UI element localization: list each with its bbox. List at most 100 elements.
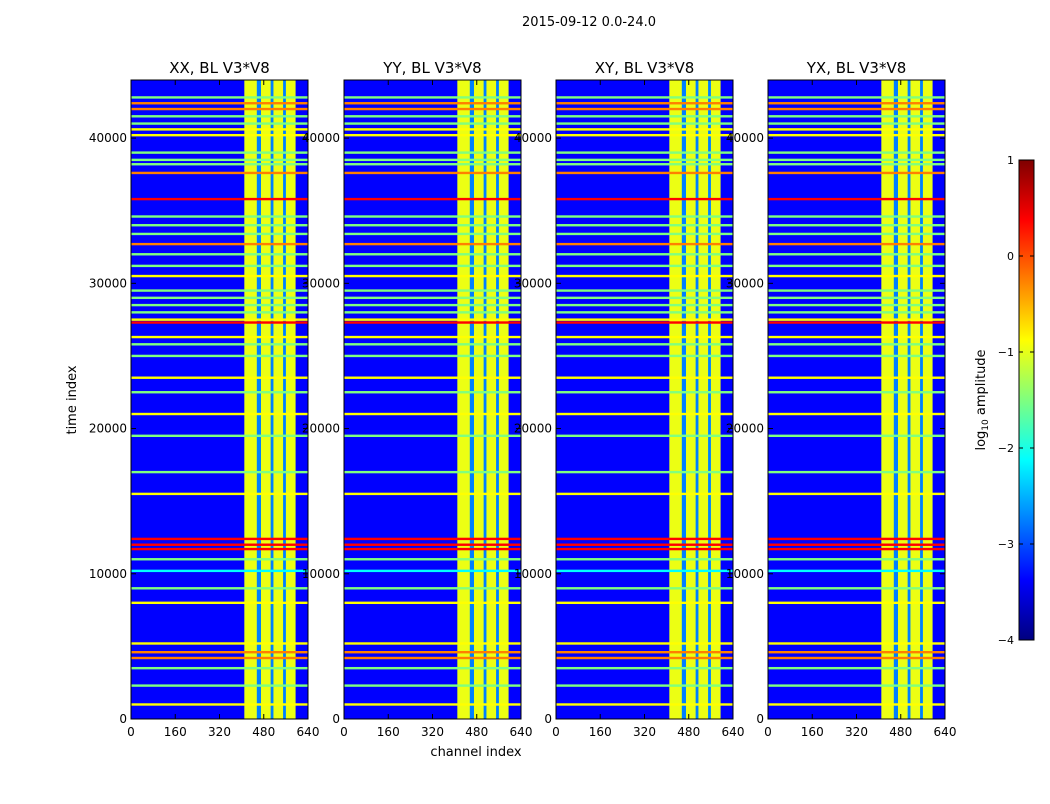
rfi-line	[556, 569, 733, 573]
x-tick-label: 320	[845, 725, 868, 739]
rfi-gap	[256, 80, 261, 719]
rfi-line	[344, 96, 521, 99]
rfi-line	[344, 650, 521, 654]
rfi-subband	[897, 80, 908, 719]
rfi-line	[556, 558, 733, 561]
rfi-line	[344, 215, 521, 218]
rfi-line	[131, 133, 308, 137]
x-tick-label: 320	[421, 725, 444, 739]
rfi-line	[556, 391, 733, 394]
rfi-line	[344, 107, 521, 111]
x-tick-label: 320	[208, 725, 231, 739]
rfi-line	[344, 547, 521, 551]
rfi-line	[768, 376, 945, 379]
rfi-gap	[708, 80, 711, 719]
rfi-gap	[920, 80, 923, 719]
x-tick-label: 640	[934, 725, 957, 739]
rfi-line	[556, 133, 733, 137]
colorbar-tick-label: −2	[998, 442, 1014, 455]
rfi-line	[344, 163, 521, 166]
rfi-line	[131, 197, 308, 201]
panel-title: YY, BL V3*V8	[382, 59, 481, 77]
rfi-line	[768, 318, 945, 321]
rfi-line	[131, 318, 308, 321]
rfi-line	[344, 343, 521, 346]
rfi-subband	[710, 80, 721, 719]
rfi-line	[556, 303, 733, 307]
rfi-line	[768, 335, 945, 339]
rfi-line	[556, 537, 733, 541]
rfi-line	[131, 601, 308, 605]
y-tick-label: 0	[332, 712, 340, 726]
rfi-line	[768, 642, 945, 645]
y-tick-label: 40000	[302, 131, 340, 145]
rfi-line	[131, 703, 308, 706]
rfi-line	[344, 122, 521, 125]
y-tick-label: 30000	[726, 276, 764, 290]
x-tick-label: 480	[889, 725, 912, 739]
rfi-line	[131, 303, 308, 307]
rfi-line	[768, 133, 945, 137]
x-tick-label: 0	[764, 725, 772, 739]
rfi-subband	[285, 80, 296, 719]
y-tick-label: 30000	[89, 276, 127, 290]
rfi-line	[768, 354, 945, 358]
x-tick-label: 640	[297, 725, 320, 739]
x-tick-label: 0	[127, 725, 135, 739]
rfi-line	[344, 412, 521, 416]
rfi-line	[768, 151, 945, 154]
rfi-line	[556, 703, 733, 706]
rfi-subband	[273, 80, 284, 719]
rfi-gap	[907, 80, 911, 719]
rfi-line	[556, 242, 733, 246]
rfi-line	[768, 343, 945, 346]
rfi-line	[131, 163, 308, 166]
rfi-subband	[498, 80, 509, 719]
rfi-line	[768, 666, 945, 670]
rfi-subband	[698, 80, 709, 719]
rfi-line	[344, 224, 521, 227]
rfi-gap	[483, 80, 487, 719]
rfi-line	[131, 537, 308, 541]
rfi-line	[768, 224, 945, 227]
rfi-line	[344, 558, 521, 561]
rfi-line	[344, 666, 521, 670]
rfi-line	[344, 151, 521, 154]
rfi-line	[768, 650, 945, 654]
rfi-line	[131, 224, 308, 227]
rfi-line	[131, 684, 308, 687]
heatmap-panel: XX, BL V3*V8 0 160 320 480 640 0 10000 20000 3000…	[89, 59, 320, 739]
rfi-line	[556, 543, 733, 546]
rfi-line	[131, 102, 308, 105]
rfi-line	[131, 151, 308, 154]
rfi-line	[344, 274, 521, 278]
rfi-subband	[669, 80, 682, 719]
rfi-line	[768, 547, 945, 551]
x-tick-label: 160	[164, 725, 187, 739]
rfi-line	[344, 391, 521, 394]
y-tick-label: 10000	[726, 567, 764, 581]
rfi-line	[556, 128, 733, 131]
rfi-line	[768, 391, 945, 394]
rfi-line	[344, 253, 521, 256]
rfi-line	[344, 102, 521, 105]
rfi-line	[344, 115, 521, 118]
rfi-line	[131, 354, 308, 358]
rfi-line	[344, 587, 521, 590]
rfi-line	[768, 303, 945, 307]
rfi-line	[556, 434, 733, 438]
rfi-line	[768, 107, 945, 111]
rfi-line	[556, 232, 733, 236]
panel-title: XY, BL V3*V8	[595, 59, 695, 77]
y-tick-label: 40000	[514, 131, 552, 145]
y-tick-label: 20000	[514, 422, 552, 436]
rfi-line	[131, 122, 308, 125]
rfi-line	[768, 703, 945, 706]
rfi-line	[768, 321, 945, 324]
rfi-line	[556, 96, 733, 99]
rfi-line	[768, 96, 945, 99]
rfi-subband	[910, 80, 921, 719]
panel-title: YX, BL V3*V8	[806, 59, 907, 77]
rfi-subband	[457, 80, 470, 719]
rfi-line	[556, 684, 733, 687]
